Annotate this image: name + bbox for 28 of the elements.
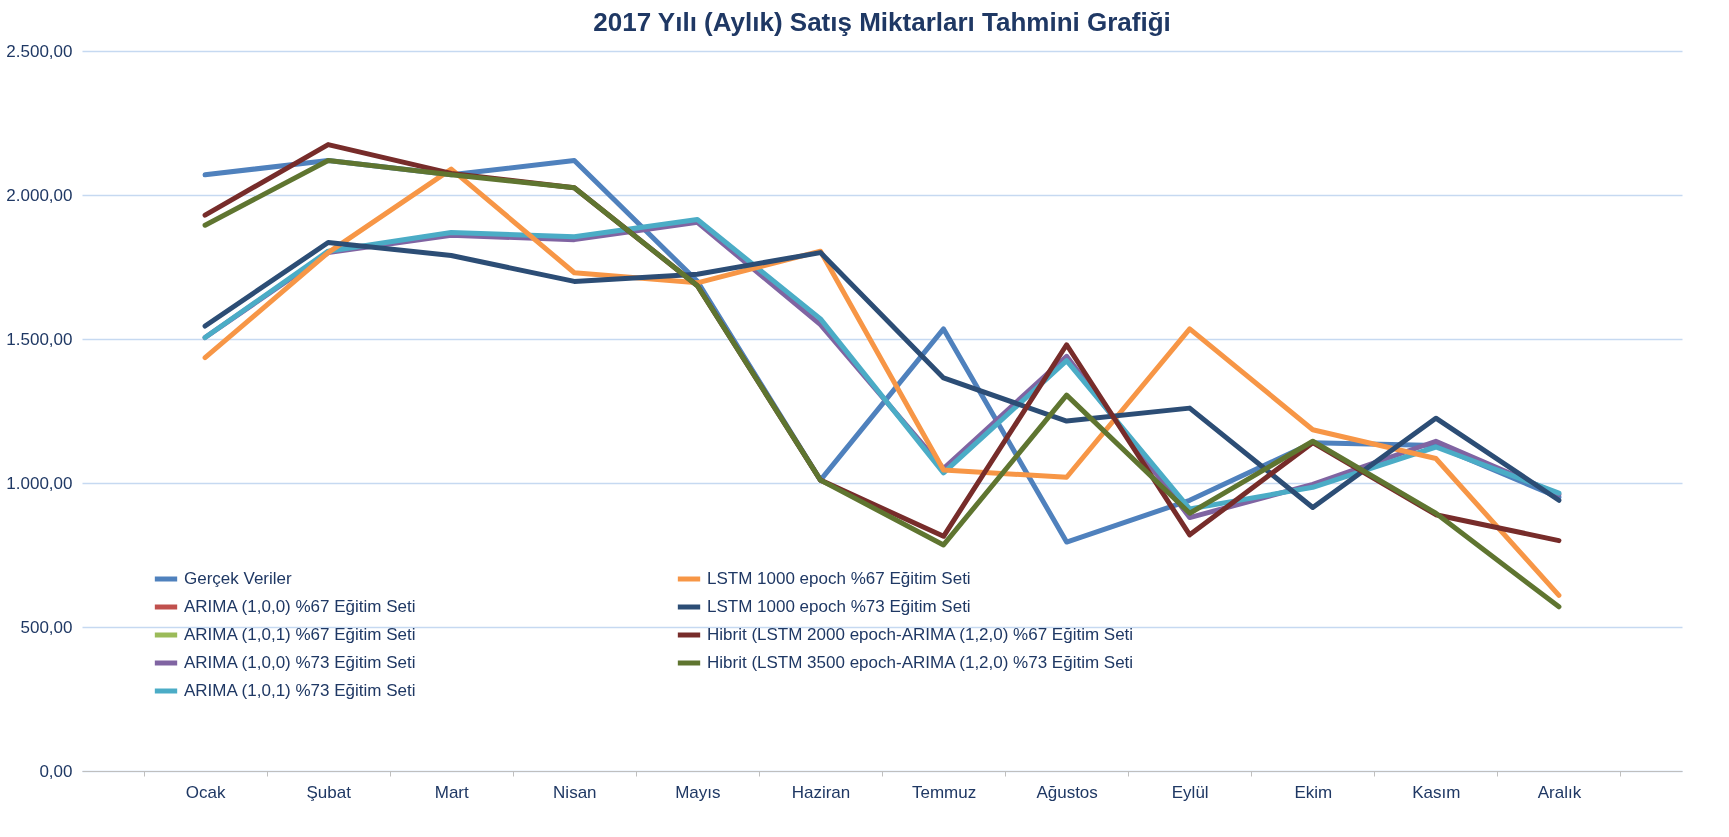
x-tick-label: Mayıs <box>675 782 721 802</box>
x-tick-label: Ekim <box>1294 782 1333 802</box>
x-tick-label: Kasım <box>1412 782 1461 802</box>
legend-label: Gerçek Veriler <box>184 569 293 588</box>
x-tick-label: Şubat <box>306 782 352 802</box>
legend-label: LSTM 1000 epoch %67 Eğitim Seti <box>707 569 971 588</box>
x-tick-label: Mart <box>434 782 470 802</box>
y-tick-label: 2.500,00 <box>6 41 73 61</box>
y-tick-label: 1.000,00 <box>6 473 73 493</box>
y-tick-label: 500,00 <box>20 617 73 637</box>
legend-label: LSTM 1000 epoch %73 Eğitim Seti <box>707 597 971 616</box>
legend-label: ARIMA (1,0,0) %67 Eğitim Seti <box>184 597 416 616</box>
x-tick-label: Nisan <box>553 782 597 802</box>
x-tick-label: Temmuz <box>911 782 977 802</box>
legend-label: Hibrit (LSTM 3500 epoch-ARIMA (1,2,0) %73 Eğitim Seti <box>707 653 1134 672</box>
chart-title: 2017 Yılı (Aylık) Satış Miktarları Tahmini Grafiği <box>593 7 1171 37</box>
legend-label: Hibrit (LSTM 2000 epoch-ARIMA (1,2,0) %67 Eğitim Seti <box>707 625 1134 644</box>
legend-label: ARIMA (1,0,0) %73 Eğitim Seti <box>184 653 416 672</box>
x-tick-label: Aralık <box>1537 782 1582 802</box>
y-tick-label: 1.500,00 <box>6 329 73 349</box>
x-tick-label: Eylül <box>1171 782 1209 802</box>
x-tick-label: Ocak <box>185 782 226 802</box>
y-tick-label: 0,00 <box>39 761 73 781</box>
legend-label: ARIMA (1,0,1) %67 Eğitim Seti <box>184 625 416 644</box>
y-tick-label: 2.000,00 <box>6 185 73 205</box>
legend-label: ARIMA (1,0,1) %73 Eğitim Seti <box>184 681 416 700</box>
x-tick-label: Haziran <box>791 782 851 802</box>
x-tick-label: Ağustos <box>1036 782 1098 802</box>
